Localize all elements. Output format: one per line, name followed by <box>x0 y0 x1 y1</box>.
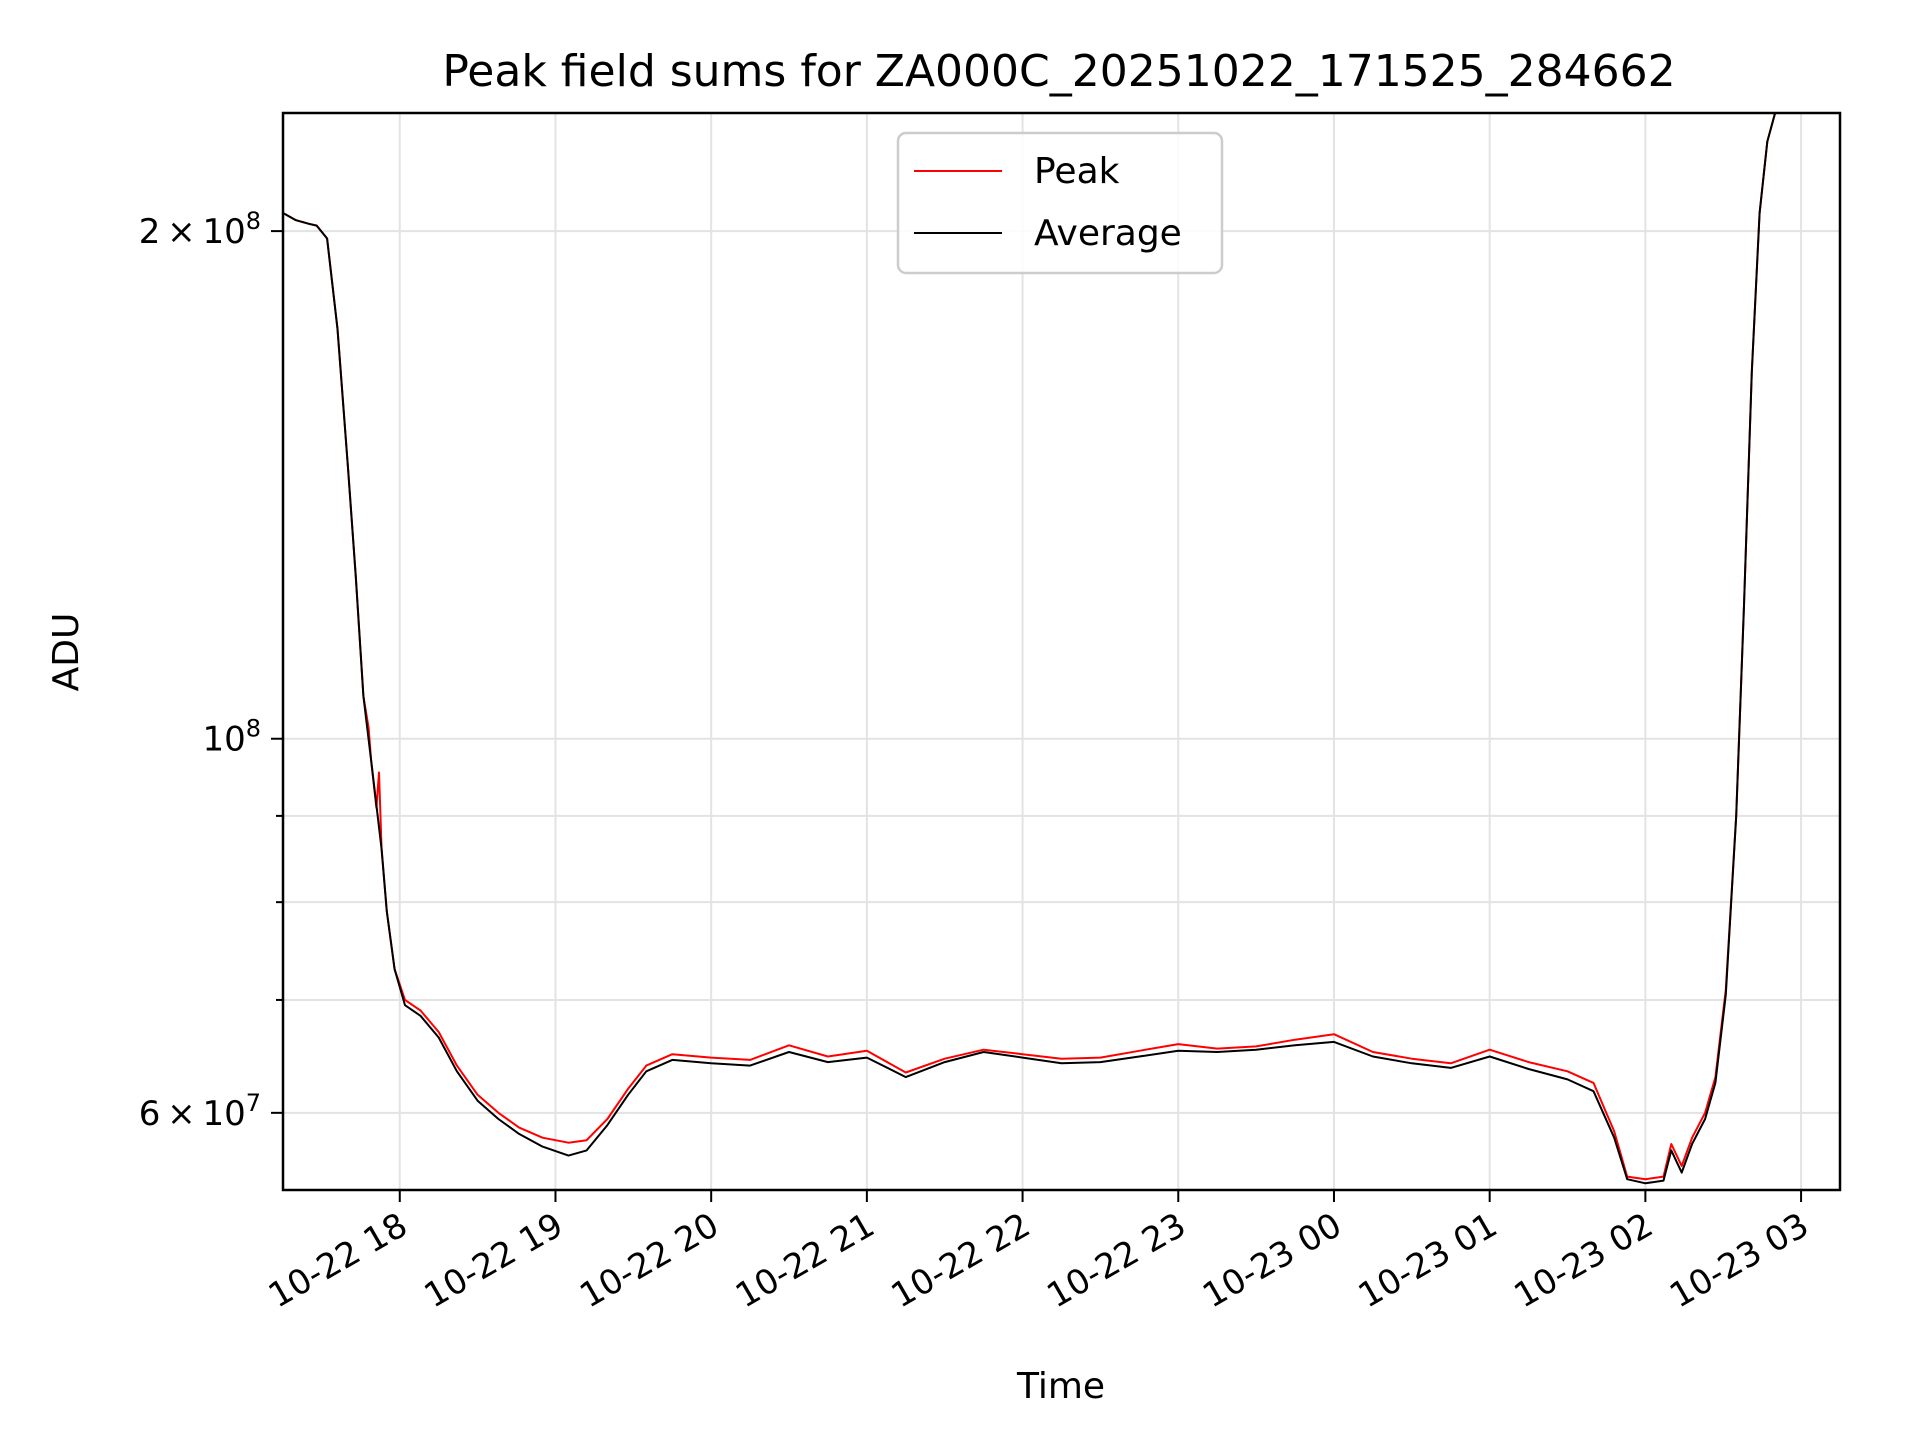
legend-label-peak: Peak <box>1034 151 1120 192</box>
y-tick-label: 2 × 108 <box>139 207 261 252</box>
y-tick-label: 6 × 107 <box>139 1089 261 1134</box>
y-tick-exponent: 8 <box>246 715 261 743</box>
y-tick-exponent: 7 <box>246 1089 261 1117</box>
y-tick-exponent: 8 <box>246 207 261 235</box>
y-axis-label: ADU <box>46 613 87 692</box>
legend-label-average: Average <box>1034 213 1182 254</box>
plot-frame <box>281 111 1842 1192</box>
chart-title: Peak field sums for ZA000C_20251022_1715… <box>442 46 1675 97</box>
x-axis-label: Time <box>1016 1366 1105 1407</box>
legend-box <box>896 131 1224 275</box>
series-line-average <box>283 113 1777 1185</box>
y-tick-label: 108 <box>202 715 261 760</box>
legend: Peak Average <box>896 131 1224 275</box>
series-line-peak <box>283 113 1777 1181</box>
grid-layer <box>283 113 1840 1190</box>
series-layer <box>283 113 1777 1185</box>
